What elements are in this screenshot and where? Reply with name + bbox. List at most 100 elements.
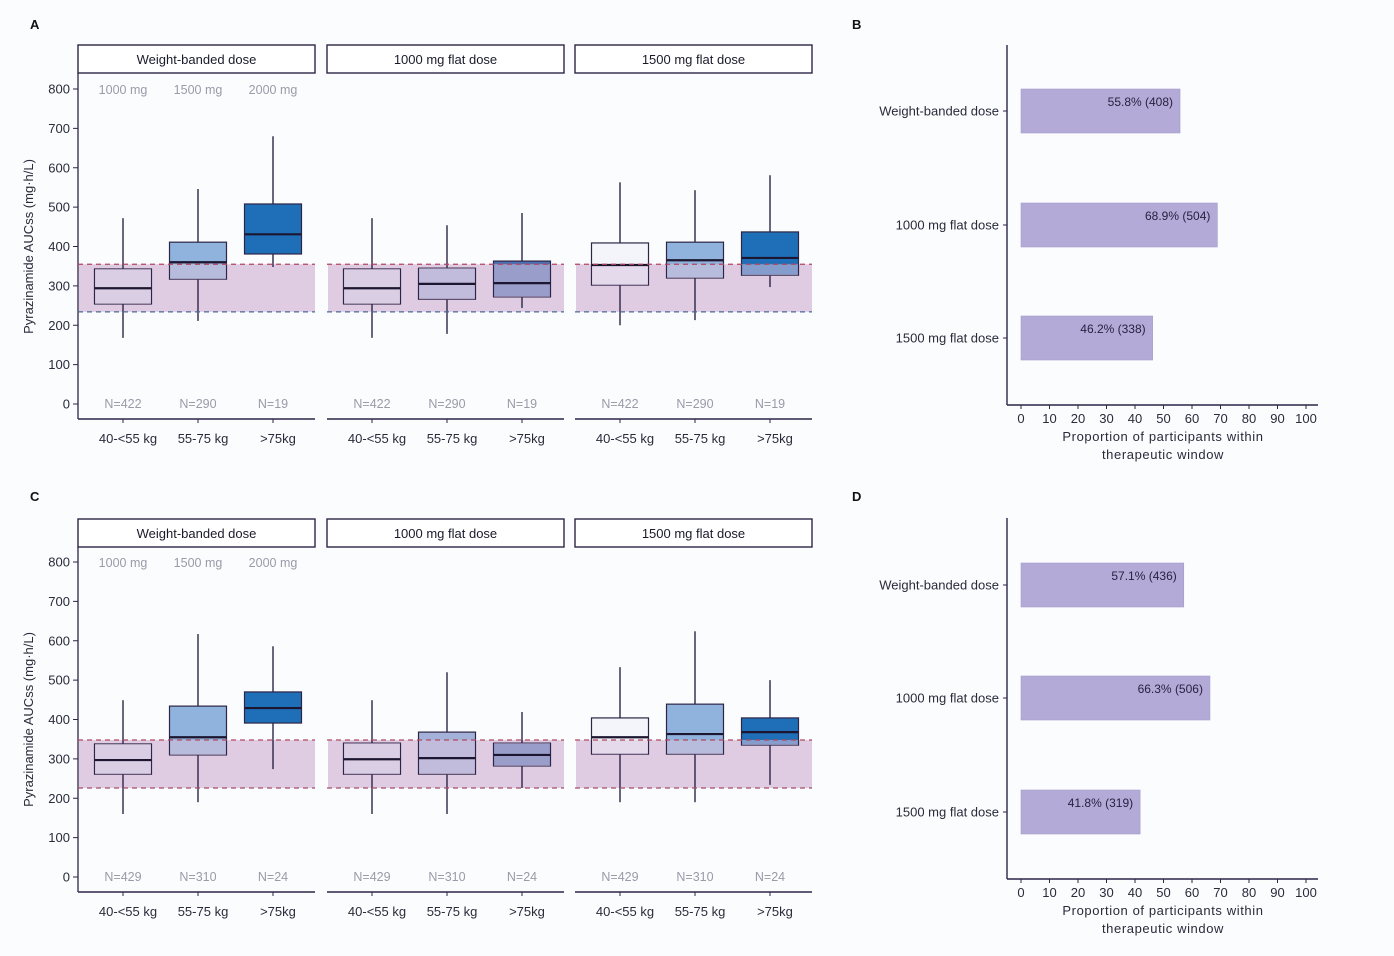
x-tick-label: 10 <box>1042 885 1056 900</box>
y-tick-label: 700 <box>48 121 70 136</box>
x-tick-label: 30 <box>1099 885 1113 900</box>
y-tick-label: 500 <box>48 673 70 688</box>
box-1 <box>665 631 725 803</box>
n-label: N=429 <box>353 870 390 884</box>
facet-strip <box>574 44 813 74</box>
n-label: N=422 <box>104 397 141 411</box>
bar <box>1020 202 1218 248</box>
x-tick-label: 30 <box>1099 411 1113 426</box>
n-label: N=19 <box>507 397 537 411</box>
x-tick-label: 70 <box>1213 411 1227 426</box>
box-1 <box>665 190 725 321</box>
box-0 <box>342 218 402 338</box>
x-axis-title: therapeutic window <box>1102 921 1224 936</box>
n-label: N=24 <box>755 870 785 884</box>
box-band-overlay <box>344 268 400 304</box>
bar <box>1020 789 1141 835</box>
y-tick-label: 200 <box>48 318 70 333</box>
x-tick-label: >75kg <box>509 431 545 446</box>
y-tick-label: 800 <box>48 82 70 97</box>
y-tick-label: 300 <box>48 278 70 293</box>
x-tick-label: 55-75 kg <box>178 904 229 919</box>
y-tick-label: 100 <box>48 357 70 372</box>
y-tick-label: 1000 mg flat dose <box>896 691 999 706</box>
x-tick-label: 50 <box>1156 411 1170 426</box>
y-tick-label: 200 <box>48 791 70 806</box>
facet: 1500 mg flat dose N=422 N=290 N=19 40-<55 kg… <box>574 44 813 446</box>
y-tick-label: Weight-banded dose <box>879 578 999 593</box>
facet-strip <box>77 44 316 74</box>
dose-label: 2000 mg <box>249 556 298 570</box>
facet-title: 1500 mg flat dose <box>642 526 745 541</box>
dose-label: 1000 mg <box>99 556 148 570</box>
box-band-overlay <box>494 264 550 297</box>
y-tick-label: 500 <box>48 200 70 215</box>
y-tick-label: 300 <box>48 751 70 766</box>
panel-letter: B <box>852 17 861 32</box>
box-1 <box>417 225 477 334</box>
n-label: N=422 <box>353 397 390 411</box>
box-2 <box>243 646 303 770</box>
box-band-overlay <box>170 739 226 755</box>
box-2 <box>740 175 800 288</box>
box-band-overlay <box>742 739 798 746</box>
x-tick-label: >75kg <box>757 904 793 919</box>
x-tick-label: 90 <box>1270 411 1284 426</box>
facet: 1000 mg flat dose N=429 N=310 N=24 40-<55 kg… <box>326 518 565 919</box>
x-tick-label: 50 <box>1156 885 1170 900</box>
x-tick-label: 70 <box>1213 885 1227 900</box>
x-tick-label: 55-75 kg <box>675 904 726 919</box>
bar-label: 55.8% (408) <box>1108 95 1173 109</box>
box-band-overlay <box>170 264 226 280</box>
facet-strip <box>326 518 565 548</box>
x-tick-label: >75kg <box>260 431 296 446</box>
facet: Weight-banded dose 1000 mg 1500 mg 2000 mg N… <box>77 518 316 919</box>
x-axis-title: therapeutic window <box>1102 447 1224 462</box>
n-label: N=19 <box>258 397 288 411</box>
y-tick-label: 400 <box>48 239 70 254</box>
box-band-overlay <box>667 264 723 278</box>
dose-label: 1500 mg <box>174 83 223 97</box>
x-tick-label: 90 <box>1270 885 1284 900</box>
panel-letter: C <box>30 489 40 504</box>
n-label: N=422 <box>601 397 638 411</box>
bar <box>1020 675 1211 721</box>
bar-label: 41.8% (319) <box>1068 796 1133 810</box>
facet-title: Weight-banded dose <box>137 52 257 67</box>
x-tick-label: 40-<55 kg <box>99 431 157 446</box>
n-label: N=24 <box>258 870 288 884</box>
bar-label: 66.3% (506) <box>1138 682 1203 696</box>
dose-label: 2000 mg <box>249 83 298 97</box>
box-band-overlay <box>742 264 798 276</box>
n-label: N=310 <box>676 870 713 884</box>
x-tick-label: 0 <box>1017 411 1024 426</box>
box-0 <box>93 218 153 338</box>
facet-strip <box>326 44 565 74</box>
facet-title: 1000 mg flat dose <box>394 52 497 67</box>
n-label: N=429 <box>104 870 141 884</box>
y-tick-label: 800 <box>48 555 70 570</box>
n-label: N=310 <box>428 870 465 884</box>
panel-letter: A <box>30 17 40 32</box>
x-tick-label: 40-<55 kg <box>348 431 406 446</box>
panel-c: C Pyrazinamide AUCss (mg·h/L) 0 100 200 300 40… <box>21 489 813 919</box>
box-0 <box>342 700 402 814</box>
box-band-overlay <box>95 268 151 304</box>
n-label: N=290 <box>428 397 465 411</box>
y-axis-title: Pyrazinamide AUCss (mg·h/L) <box>21 632 36 807</box>
facet: Weight-banded dose 1000 mg 1500 mg 2000 mg N… <box>77 44 316 446</box>
x-tick-label: 40-<55 kg <box>596 904 654 919</box>
dose-label: 1500 mg <box>174 556 223 570</box>
n-label: N=24 <box>507 870 537 884</box>
y-tick-label: 1500 mg flat dose <box>896 331 999 346</box>
n-label: N=19 <box>755 397 785 411</box>
x-tick-label: 55-75 kg <box>427 904 478 919</box>
x-tick-label: 100 <box>1295 411 1317 426</box>
bar-label: 57.1% (436) <box>1111 569 1176 583</box>
x-tick-label: 40-<55 kg <box>596 431 654 446</box>
bar <box>1020 562 1185 608</box>
dose-label: 1000 mg <box>99 83 148 97</box>
box-0 <box>590 667 650 803</box>
y-axis-title: Pyrazinamide AUCss (mg·h/L) <box>21 159 36 334</box>
